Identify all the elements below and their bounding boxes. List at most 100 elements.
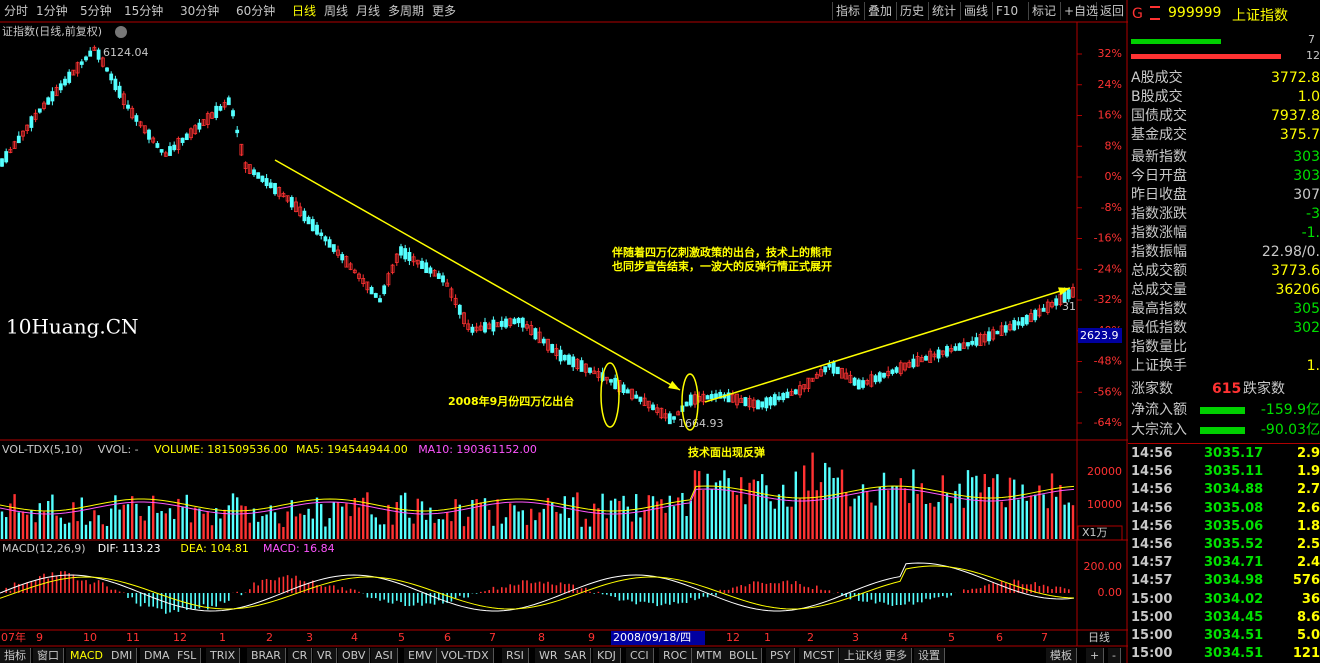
period-tab[interactable]: 多周期 xyxy=(388,4,425,18)
indicator-tab[interactable]: DMI xyxy=(107,648,138,663)
volume-bar xyxy=(34,522,37,539)
indicator-tab[interactable]: PSY xyxy=(766,648,796,663)
indicator-tab[interactable]: WR xyxy=(535,648,563,663)
candle-body xyxy=(709,394,714,400)
volume-bar xyxy=(374,517,377,539)
candle-body xyxy=(436,273,441,279)
candle-body xyxy=(79,61,84,65)
template-button[interactable]: 模板 xyxy=(1046,648,1077,663)
candle-body xyxy=(504,318,508,328)
arrow-head xyxy=(668,380,680,390)
candle-body xyxy=(1033,309,1038,321)
candle-body xyxy=(856,379,861,390)
candle-body xyxy=(142,125,147,134)
period-tab[interactable]: 15分钟 xyxy=(124,4,164,18)
indicator-tab[interactable]: 指标 xyxy=(0,648,31,663)
chart-area: 证指数(日线,前复权) 32% 24% 16% 8% 0% -8% -16% -24% -32% -… xyxy=(0,0,1128,663)
period-tab[interactable]: 5分钟 xyxy=(80,4,112,18)
quote-label: 总成交量 xyxy=(1131,282,1187,298)
volume-bar xyxy=(912,469,915,539)
period-tab[interactable]: 1分钟 xyxy=(36,4,68,18)
indicator-tab[interactable]: BRAR xyxy=(247,648,286,663)
candle-body xyxy=(831,361,836,374)
candle-body xyxy=(646,400,651,409)
period-tab[interactable]: 30分钟 xyxy=(180,4,220,18)
quote-label: 昨日收盘 xyxy=(1131,187,1187,203)
period-tab[interactable]: 60分钟 xyxy=(236,4,276,18)
candle-body xyxy=(625,389,630,394)
indicator-tab[interactable]: 更多 xyxy=(881,648,912,663)
volume-bar xyxy=(681,492,684,539)
volume-bar xyxy=(929,502,932,539)
indicator-tab[interactable]: VOL-TDX xyxy=(437,648,494,663)
candle-body xyxy=(508,318,513,327)
indicator-tab[interactable]: ASI xyxy=(371,648,398,663)
period-tab[interactable]: 周线 xyxy=(324,4,349,18)
indicator-tab[interactable]: OBV xyxy=(338,648,371,663)
volume-bar xyxy=(828,467,831,539)
candle-body xyxy=(260,175,265,182)
tool-button[interactable]: 画线 xyxy=(960,2,991,20)
period-tab[interactable]: 日线 xyxy=(292,4,317,18)
x-tick-label: 6 xyxy=(996,631,1003,644)
indicator-tab[interactable]: RSI xyxy=(502,648,529,663)
indicator-tab[interactable]: 上证K线 xyxy=(840,648,890,663)
indicator-tab[interactable]: CR xyxy=(288,648,313,663)
name: 上证指数 xyxy=(1232,8,1288,24)
volume-tick: 20000 xyxy=(1087,465,1122,478)
indicator-tab[interactable]: ROC xyxy=(659,648,692,663)
volume-bar xyxy=(824,462,827,539)
indicator-tab[interactable]: CCI xyxy=(626,648,654,663)
candle-body xyxy=(806,377,811,389)
indicator-tab[interactable]: MCST xyxy=(799,648,839,663)
tool-button[interactable]: F10 xyxy=(992,2,1021,20)
pct-tick-label: 24% xyxy=(1098,78,1122,91)
volume-bar xyxy=(777,494,781,539)
tool-button[interactable]: 返回 xyxy=(1096,2,1127,20)
candle-body xyxy=(541,338,546,344)
volume-bar xyxy=(378,524,382,539)
candle-body xyxy=(1020,317,1025,326)
tool-button[interactable]: 标记 xyxy=(1028,2,1059,20)
indicator-tab[interactable]: SAR xyxy=(560,648,592,663)
indicator-tab[interactable]: TRIX xyxy=(206,648,241,663)
indicator-tab[interactable]: VR xyxy=(313,648,338,663)
indicator-tab[interactable]: BOLL xyxy=(725,648,763,663)
volume-bar xyxy=(152,495,155,539)
volume-bar xyxy=(118,509,121,539)
pct-tick-label: 8% xyxy=(1105,139,1122,152)
period-tab[interactable]: 分时 xyxy=(4,4,29,18)
volume-bar xyxy=(429,507,432,539)
tool-button[interactable]: 指标 xyxy=(832,2,863,20)
candle-body xyxy=(571,356,576,368)
tool-button[interactable]: 历史 xyxy=(896,2,927,20)
tool-button[interactable]: 叠加 xyxy=(864,2,895,20)
volume-bar xyxy=(0,511,4,539)
candle-body xyxy=(180,137,185,143)
tool-button[interactable]: 统计 xyxy=(928,2,959,20)
indicator-tab[interactable]: EMV xyxy=(404,648,437,663)
volume-bar xyxy=(962,507,965,539)
candle-body xyxy=(453,297,458,305)
indicator-tab[interactable]: KDJ xyxy=(593,648,621,663)
indicator-tab[interactable]: 设置 xyxy=(914,648,945,663)
candle-body xyxy=(0,158,4,167)
x-tick-label: 1 xyxy=(764,631,771,644)
indicator-tab[interactable]: FSL xyxy=(173,648,202,663)
candle-body xyxy=(298,206,303,217)
volume-bar xyxy=(840,469,844,539)
period-tab[interactable]: 更多 xyxy=(432,4,457,18)
indicator-tab[interactable]: DMA xyxy=(140,648,175,663)
volume-bar xyxy=(819,482,823,539)
template-button[interactable]: + xyxy=(1086,648,1105,663)
indicator-label: MACD: 16.84 xyxy=(263,542,335,555)
volume-bar xyxy=(735,494,739,539)
template-button[interactable]: - xyxy=(1108,648,1121,663)
indicator-tab[interactable]: 窗口 xyxy=(33,648,64,663)
candle-body xyxy=(373,293,378,298)
indicator-tab[interactable]: MTM xyxy=(692,648,727,663)
period-tab[interactable]: 月线 xyxy=(356,4,381,18)
tool-button[interactable]: +自选 xyxy=(1060,2,1101,20)
indicator-tab[interactable]: MACD xyxy=(66,648,108,663)
volume-bar xyxy=(597,508,600,539)
